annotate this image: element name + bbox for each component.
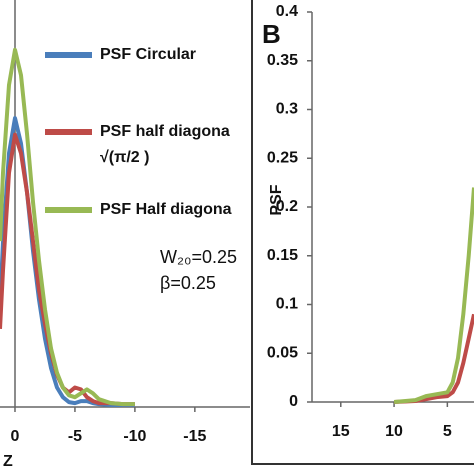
left-panel: 0 -5 -10 -15 PSF Circular PSF half diagona PSF…: [0, 0, 250, 470]
psf-line: [393, 187, 474, 404]
y-tick-label: 0.15: [267, 247, 298, 264]
annotation: W₂₀=0.25: [160, 247, 237, 267]
y-tick-label: 0.2: [276, 198, 298, 215]
x-tick-label: 10: [385, 423, 403, 440]
y-axis-label: PSF: [268, 184, 285, 215]
y-tick-label: 0.25: [267, 149, 298, 166]
y-tick-label: 0.35: [267, 52, 298, 69]
annotation: β=0.25: [160, 273, 216, 293]
y-tick-label: 0.4: [276, 3, 298, 20]
y-tick-label: 0.3: [276, 101, 298, 118]
x-tick-label: -5: [68, 428, 82, 445]
x-tick-label: -10: [123, 428, 146, 445]
panel-border: [251, 0, 474, 465]
panel-label: B: [262, 19, 281, 49]
psf-line: [0, 132, 135, 407]
right-panel: 15 10 5 0 0.05 0.1 0.15 0.2 0.25 0.3 0.35 0.4B PSF: [262, 3, 474, 440]
psf-line: [0, 47, 135, 407]
legend-label: PSF half diagona: [100, 123, 230, 140]
legend-label-line2: √(π/2 ): [100, 149, 149, 166]
x-axis-label: Z: [3, 453, 13, 470]
x-tick-label: 5: [443, 423, 452, 440]
y-tick-label: 0.1: [276, 296, 298, 313]
y-tick-label: 0.05: [267, 344, 298, 361]
x-tick-label: 15: [332, 423, 350, 440]
legend-label: PSF Circular: [100, 46, 196, 63]
x-tick-label: -15: [183, 428, 206, 445]
legend-label: PSF Half diagona: [100, 201, 232, 218]
x-tick-label: 0: [11, 428, 20, 445]
y-tick-label: 0: [289, 393, 298, 410]
